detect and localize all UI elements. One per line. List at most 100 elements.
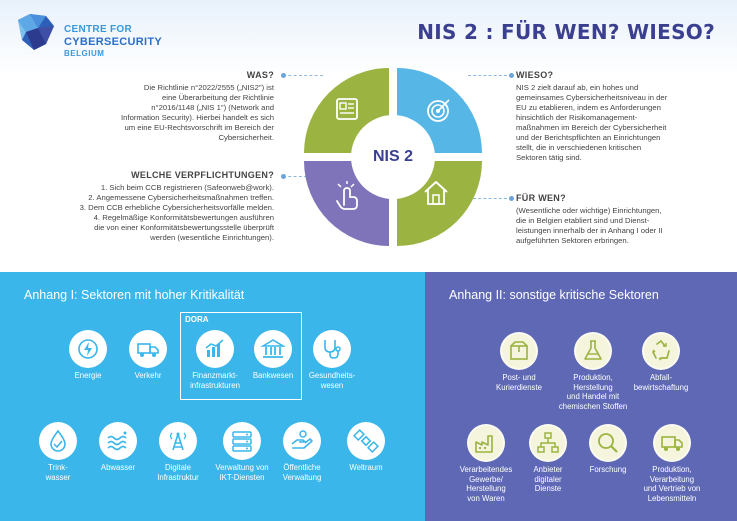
- annex-1-sector: Bankwesen: [235, 330, 311, 381]
- annex-1-sector-label: Weltraum: [349, 463, 383, 472]
- target-icon: [427, 99, 450, 122]
- logo-line-3: BELGIUM: [64, 49, 105, 58]
- was-block: WAS? Die Richtlinie n°2022/2555 („NIS2")…: [84, 70, 274, 143]
- annex-1-sector: Weltraum: [328, 422, 404, 473]
- annex-1-sector: Verkehr: [110, 330, 186, 381]
- nis2-wheel: NIS 2: [304, 68, 482, 246]
- wieso-heading: WIESO?: [516, 70, 554, 80]
- annex-1-sector-label: Finanzmarkt-infrastrukturen: [190, 371, 240, 390]
- was-line: n°2016/1148 („NIS 1") (Network and: [151, 103, 274, 112]
- obligations-block: WELCHE VERPFLICHTUNGEN? 1. Sich beim CCB…: [34, 170, 274, 243]
- annex-1-title: Anhang I: Sektoren mit hoher Kritikalitä…: [24, 288, 245, 302]
- server-icon: [223, 422, 261, 460]
- was-line: Cybersicherheit.: [218, 133, 274, 142]
- annex-1-sector-label: Digitale Infrastruktur: [157, 463, 199, 482]
- annex-2-sector-label: Anbieter digitaler Dienste: [533, 465, 563, 493]
- annex-2-sector-label: Produktion, Verarbeitung und Vertrieb von L…: [643, 465, 701, 503]
- was-line: um eine EU-Rechtsvorschrift im Bereich d…: [124, 123, 274, 132]
- obligation-line: 1. Sich beim CCB registrieren (Safeonweb…: [100, 183, 274, 192]
- fuer-wen-line: die in Belgien etabliert sind und Dienst…: [516, 216, 650, 225]
- antenna-icon: [159, 422, 197, 460]
- magnifier-icon: [589, 424, 627, 462]
- obligations-text: 1. Sich beim CCB registrieren (Safeonweb…: [34, 183, 274, 243]
- fuer-wen-line: (Wesentliche oder wichtige) Einrichtunge…: [516, 206, 662, 215]
- obligation-line: 2. Angemessene Cybersicherheitsmaßnahmen…: [88, 193, 274, 202]
- wieso-line: maßnahmen im Bereich der Cybersicherheit: [516, 123, 667, 132]
- was-line: eine Überarbeitung der Richtlinie: [162, 93, 274, 102]
- annex-1-panel: Anhang I: Sektoren mit hoher Kritikalitä…: [0, 272, 425, 521]
- delivery-truck-icon: [653, 424, 691, 462]
- annex-2-sector-label: Forschung: [589, 465, 627, 474]
- fuer-wen-heading: FÜR WEN?: [516, 193, 566, 203]
- annex-1-sector-label: Öffentliche Verwaltung: [282, 463, 322, 482]
- annex-1-sector: Öffentliche Verwaltung: [264, 422, 340, 482]
- obligations-heading: WELCHE VERPFLICHTUNGEN?: [131, 170, 274, 180]
- annex-2-panel: Anhang II: sonstige kritische Sektoren: [425, 272, 737, 521]
- wieso-line: gemeinsames Cybersicherheitsniveau in de…: [516, 93, 668, 102]
- annex-1-sector: Verwaltung von IKT-Diensten: [204, 422, 280, 482]
- connector-fuer-wen: [468, 198, 512, 199]
- ccb-logo-icon: [18, 14, 54, 50]
- page-title: NIS 2 : FÜR WEN? WIESO?: [417, 20, 715, 44]
- pointer-hand-icon: [336, 181, 358, 210]
- annex-2-sector: Anbieter digitaler Dienste: [510, 424, 586, 494]
- energy-icon: [69, 330, 107, 368]
- truck-icon: [129, 330, 167, 368]
- annex-2-sector: Verarbeitendes Gewerbe/Herstellung von War…: [448, 424, 524, 503]
- annex-2-sector-label: Produktion, Herstellung und Handel mit chem…: [558, 373, 628, 411]
- flask-icon: [574, 332, 612, 370]
- annex-1-sector: Finanzmarkt-infrastrukturen: [177, 330, 253, 390]
- annex-1-sector: Trink-wasser: [20, 422, 96, 482]
- obligation-line: 4. Regelmäßige Konformitätsbewertungen a…: [93, 213, 274, 222]
- annex-2-sector-label: Abfall-bewirtschaftung: [633, 373, 689, 392]
- connector-wieso: [468, 75, 512, 76]
- dora-group: DORA: [180, 312, 302, 400]
- dora-label: DORA: [185, 315, 209, 324]
- annex-2-sector: Forschung: [570, 424, 646, 475]
- satellite-icon: [347, 422, 385, 460]
- wieso-text: NIS 2 zielt darauf ab, ein hohes und gem…: [516, 83, 716, 163]
- annex-1-sector: Energie: [50, 330, 126, 381]
- fuer-wen-block: FÜR WEN? (Wesentliche oder wichtige) Ein…: [516, 193, 716, 246]
- fuer-wen-line: leistungen innerhalb der in Anhang I ode…: [516, 226, 663, 235]
- wieso-line: und der Berichtspflichten an Einrichtung…: [516, 133, 661, 142]
- obligation-line: die von einer Konformitätsbewertungsstel…: [94, 223, 274, 232]
- annex-1-sector: Abwasser: [80, 422, 156, 473]
- logo-line-2: CYBERSECURITY: [64, 36, 163, 48]
- stethoscope-icon: [313, 330, 351, 368]
- connector-dot: [281, 73, 286, 78]
- wieso-line: NIS 2 zielt darauf ab, ein hohes und: [516, 83, 639, 92]
- fuer-wen-line: aufgeführten Sektoren erbringen.: [516, 236, 629, 245]
- was-heading: WAS?: [246, 70, 274, 80]
- annex-2-sector: Produktion, Verarbeitung und Vertrieb von L…: [634, 424, 710, 503]
- connector-dot: [281, 174, 286, 179]
- hands-icon: [283, 422, 321, 460]
- annex-2-sector: Abfall-bewirtschaftung: [623, 332, 699, 392]
- was-line: Information Security). Hierbei handelt e…: [121, 113, 274, 122]
- annex-1-sector-label: Gesundheits-wesen: [308, 371, 356, 390]
- annex-1-sector: Digitale Infrastruktur: [140, 422, 216, 482]
- wieso-line: hinsichtlich der Risikomanagement-: [516, 113, 638, 122]
- annex-1-sector-label: Verkehr: [134, 371, 162, 380]
- parcel-icon: [500, 332, 538, 370]
- annex-1-sector: Gesundheits-wesen: [294, 330, 370, 390]
- recycle-icon: [642, 332, 680, 370]
- water-drop-icon: [39, 422, 77, 460]
- annex-2-sector: Post- und Kurierdienste: [481, 332, 557, 392]
- connector-dot: [509, 73, 514, 78]
- connector-was: [283, 75, 323, 76]
- bank-icon: [254, 330, 292, 368]
- wheel-center-label: NIS 2: [351, 115, 435, 199]
- fuer-wen-text: (Wesentliche oder wichtige) Einrichtunge…: [516, 206, 716, 246]
- waves-icon: [99, 422, 137, 460]
- annex-2-sector-label: Verarbeitendes Gewerbe/Herstellung von War…: [459, 465, 513, 503]
- annex-2-sector-label: Post- und Kurierdienste: [496, 373, 542, 392]
- finance-chart-icon: [196, 330, 234, 368]
- annex-2-title: Anhang II: sonstige kritische Sektoren: [449, 288, 659, 302]
- connector-obligations: [283, 176, 323, 177]
- annex-1-sector-label: Bankwesen: [252, 371, 294, 380]
- logo-line-1: CENTRE FOR: [64, 24, 132, 35]
- wieso-block: WIESO? NIS 2 zielt darauf ab, ein hohes …: [516, 70, 716, 163]
- ccb-logo: CENTRE FOR CYBERSECURITY BELGIUM: [16, 12, 216, 62]
- obligation-line: werden (wesentliche Einrichtungen).: [150, 233, 274, 242]
